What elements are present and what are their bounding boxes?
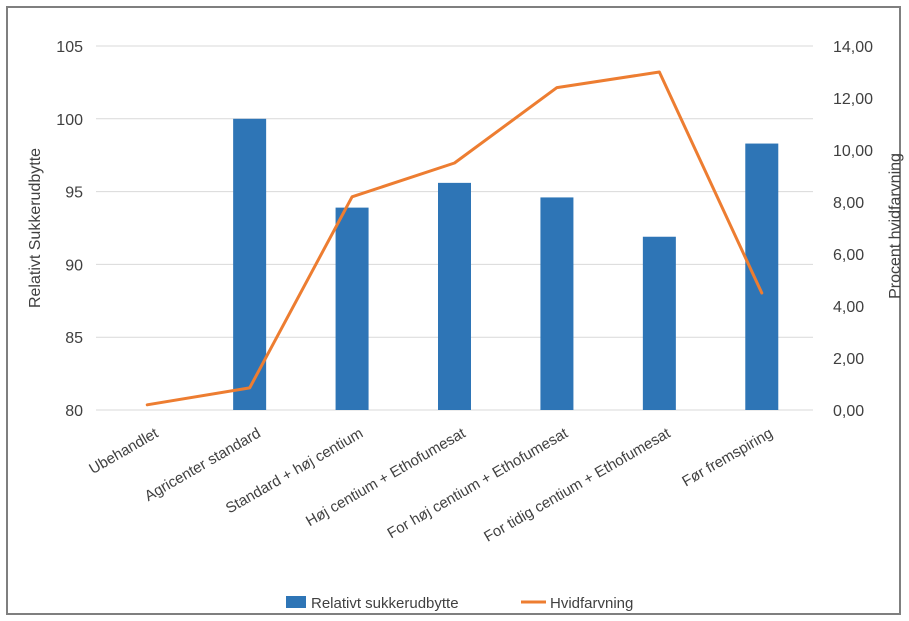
- right-tick-label: 12,00: [833, 91, 873, 108]
- left-tick-label: 100: [56, 112, 83, 129]
- right-tick-label: 14,00: [833, 39, 873, 56]
- legend-swatch-bar: [286, 596, 306, 608]
- category-label: For høj centium + Ethofumesat: [384, 424, 571, 542]
- left-tick-label: 105: [56, 39, 83, 56]
- line-series: [145, 70, 764, 407]
- left-tick-label: 80: [65, 403, 83, 420]
- right-tick-label: 2,00: [833, 351, 864, 368]
- right-tick-label: 4,00: [833, 299, 864, 316]
- bar: [540, 197, 574, 410]
- category-label: Høj centium + Ethofumesat: [303, 424, 469, 530]
- legend: Relativt sukkerudbytte Hvidfarvning: [286, 595, 633, 612]
- right-axis-ticks: 0,00 2,00 4,00 6,00 8,00 10,00 12,00 14,00: [833, 39, 873, 420]
- bar: [335, 207, 369, 410]
- bar: [745, 143, 779, 410]
- bar-series: [233, 118, 779, 411]
- legend-label-line: Hvidfarvning: [550, 595, 633, 612]
- bar: [438, 182, 471, 410]
- right-axis-title: Procent hvidfarvning: [887, 153, 904, 299]
- right-tick-label: 6,00: [833, 247, 864, 264]
- category-label: For tidig centium + Ethofumesat: [481, 424, 674, 545]
- category-label: Ubehandlet: [86, 424, 162, 478]
- left-tick-label: 85: [65, 330, 83, 347]
- legend-label-bar: Relativt sukkerudbytte: [311, 595, 459, 612]
- right-tick-label: 8,00: [833, 195, 864, 212]
- right-tick-label: 10,00: [833, 143, 873, 160]
- category-label: Før fremspiring: [679, 425, 776, 491]
- left-tick-label: 95: [65, 185, 83, 202]
- left-axis-title: Relativt Sukkerudbytte: [27, 148, 44, 308]
- bar: [642, 236, 676, 410]
- right-tick-label: 0,00: [833, 403, 864, 420]
- bar: [233, 118, 267, 411]
- left-tick-label: 90: [65, 257, 83, 274]
- gridlines: [96, 45, 813, 411]
- left-axis-ticks: 80 85 90 95 100 105: [56, 39, 83, 420]
